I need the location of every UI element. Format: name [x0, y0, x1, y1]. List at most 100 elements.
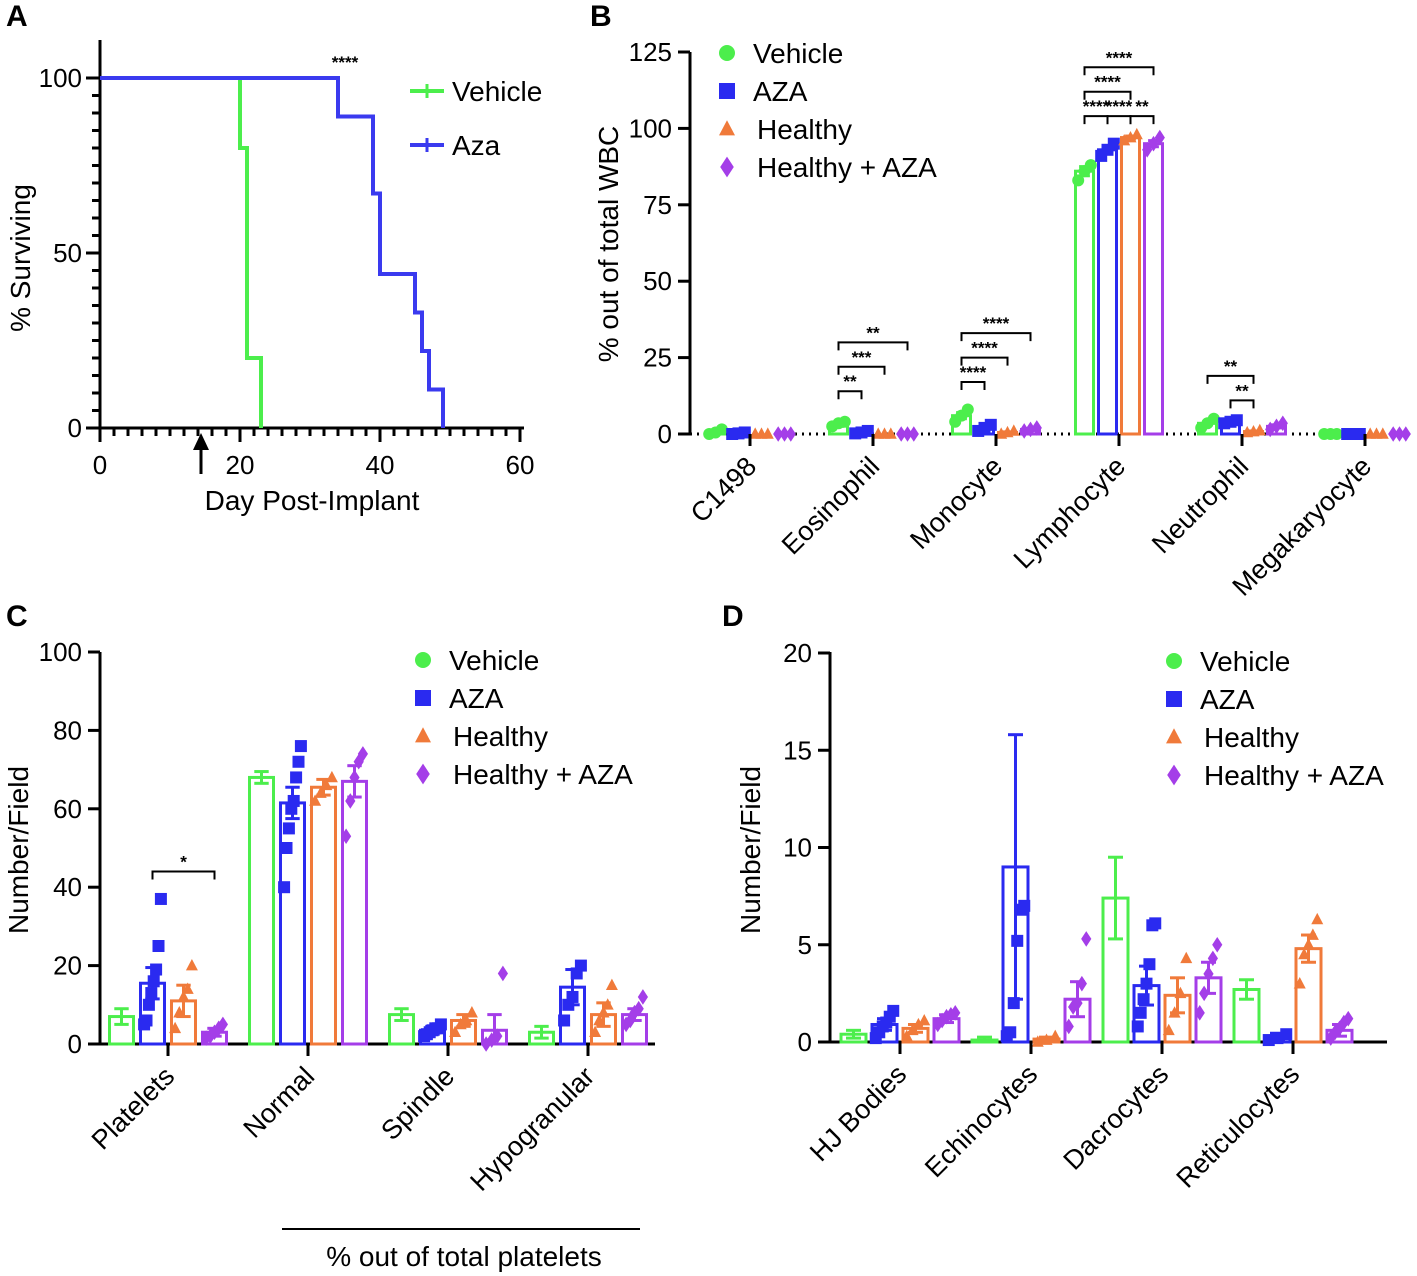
b-data-point — [1388, 426, 1399, 442]
a-y-axis-title: % Surviving — [5, 184, 36, 332]
c-data-point — [169, 1021, 182, 1034]
b-legend-marker — [719, 83, 735, 99]
b-significance-bracket — [1129, 115, 1155, 125]
d-y-tick-label: 20 — [783, 638, 812, 668]
c-legend-label: AZA — [449, 683, 504, 714]
d-data-point — [1040, 1033, 1053, 1045]
d-legend-marker — [1166, 728, 1182, 744]
b-data-point — [984, 418, 997, 431]
c-bar — [310, 785, 337, 1046]
d-category-label: Dacrocytes — [1058, 1059, 1175, 1176]
b-data-point — [1019, 423, 1030, 439]
b-bar — [1074, 169, 1095, 436]
c-data-point — [625, 1012, 636, 1029]
d-data-point — [1311, 912, 1324, 925]
a-legend: Vehicle Aza — [410, 76, 542, 161]
d-data-point — [1330, 1024, 1341, 1041]
a-legend-aza-label: Aza — [452, 130, 501, 161]
a-y-tick-label: 50 — [53, 238, 82, 268]
c-data-point — [589, 1025, 602, 1038]
d-legend-label: Vehicle — [1200, 646, 1290, 677]
d-y-tick-label: 0 — [798, 1027, 812, 1057]
d-data-point — [1131, 1020, 1144, 1033]
b-data-point — [779, 426, 790, 442]
c-data-point — [574, 959, 587, 972]
d-data-point — [1298, 947, 1311, 960]
b-data-point — [1253, 423, 1266, 436]
b-data-point — [961, 403, 974, 416]
d-data-point — [1293, 977, 1306, 989]
panel-label-b: B — [590, 0, 612, 33]
panel-d-rbc-bar-chart: 0 5 10 15 20 HJ Bodies Echinocytes DacrocytesR… — [735, 638, 1387, 1194]
c-data-point — [147, 975, 160, 988]
d-data-point — [1134, 1006, 1147, 1019]
d-legend-label: Healthy + AZA — [1204, 760, 1384, 791]
b-legend-marker — [719, 120, 735, 136]
d-data-point — [1212, 936, 1223, 953]
c-data-point — [320, 778, 333, 791]
c-data-point — [154, 892, 167, 905]
c-y-tick-label: 40 — [53, 872, 82, 902]
d-data-point — [1194, 1005, 1205, 1021]
b-category-label: Lymphocyte — [1008, 451, 1131, 574]
b-legend-label: AZA — [753, 76, 808, 107]
c-data-point — [621, 1016, 632, 1033]
d-data-point — [1140, 977, 1153, 990]
b-data-point — [1207, 412, 1220, 425]
b-category-label: Monocyte — [904, 451, 1008, 555]
panel-label-a: A — [6, 0, 28, 33]
c-x-axis-title: % out of total platelets — [326, 1241, 602, 1272]
b-data-point — [1353, 428, 1366, 440]
d-legend-label: Healthy — [1204, 722, 1299, 753]
d-data-point — [900, 1029, 913, 1041]
b-bar — [1097, 148, 1118, 436]
a-x-tick-label: 60 — [506, 450, 535, 480]
b-y-tick-label: 100 — [629, 113, 672, 143]
c-y-tick-label: 60 — [53, 794, 82, 824]
b-y-tick-label: 75 — [643, 190, 672, 220]
d-data-point — [1168, 1006, 1181, 1018]
d-data-point — [1011, 934, 1024, 947]
b-data-point — [1031, 420, 1042, 436]
b-significance-bracket — [1106, 115, 1132, 125]
d-data-point — [1143, 958, 1156, 971]
c-data-point — [597, 1006, 610, 1018]
b-data-point — [1142, 141, 1153, 158]
a-x-tick-label: 20 — [226, 450, 255, 480]
c-data-point — [185, 959, 198, 971]
b-significance-label: ** — [1235, 381, 1249, 400]
d-data-point — [950, 1005, 961, 1021]
a-survival-line-vehicle — [100, 76, 263, 428]
c-legend-label: Vehicle — [449, 645, 539, 676]
d-data-point — [1068, 999, 1079, 1015]
b-significance-bracket — [1083, 90, 1132, 100]
b-significance-bracket — [1229, 399, 1255, 409]
c-legend-marker — [416, 763, 430, 785]
b-data-point — [1025, 421, 1036, 438]
b-significance-label: **** — [1083, 97, 1110, 116]
c-data-point — [434, 1018, 447, 1031]
d-data-point — [1306, 928, 1319, 940]
d-y-tick-label: 10 — [783, 833, 812, 863]
b-bar — [1120, 136, 1141, 436]
c-data-point — [217, 1016, 228, 1033]
a-y-tick-label: 100 — [39, 63, 82, 93]
c-legend: Vehicle AZA Healthy Healthy + AZA — [415, 645, 633, 790]
c-data-point — [629, 1004, 640, 1021]
d-data-point — [1072, 995, 1083, 1011]
b-significance-label: ** — [1135, 97, 1149, 116]
c-data-point — [593, 1013, 606, 1026]
b-data-point — [1118, 134, 1131, 146]
b-data-point — [838, 415, 851, 428]
d-legend-label: AZA — [1200, 684, 1255, 715]
a-y-tick-label: 0 — [68, 413, 82, 443]
b-data-point — [1072, 174, 1085, 187]
a-significance-label: **** — [332, 53, 359, 72]
b-y-tick-label: 125 — [629, 37, 672, 67]
d-data-point — [1076, 975, 1087, 992]
b-legend-marker — [719, 45, 735, 61]
c-data-point — [280, 842, 293, 854]
b-category-label: Neutrophil — [1146, 451, 1254, 559]
b-data-point — [1124, 130, 1137, 143]
